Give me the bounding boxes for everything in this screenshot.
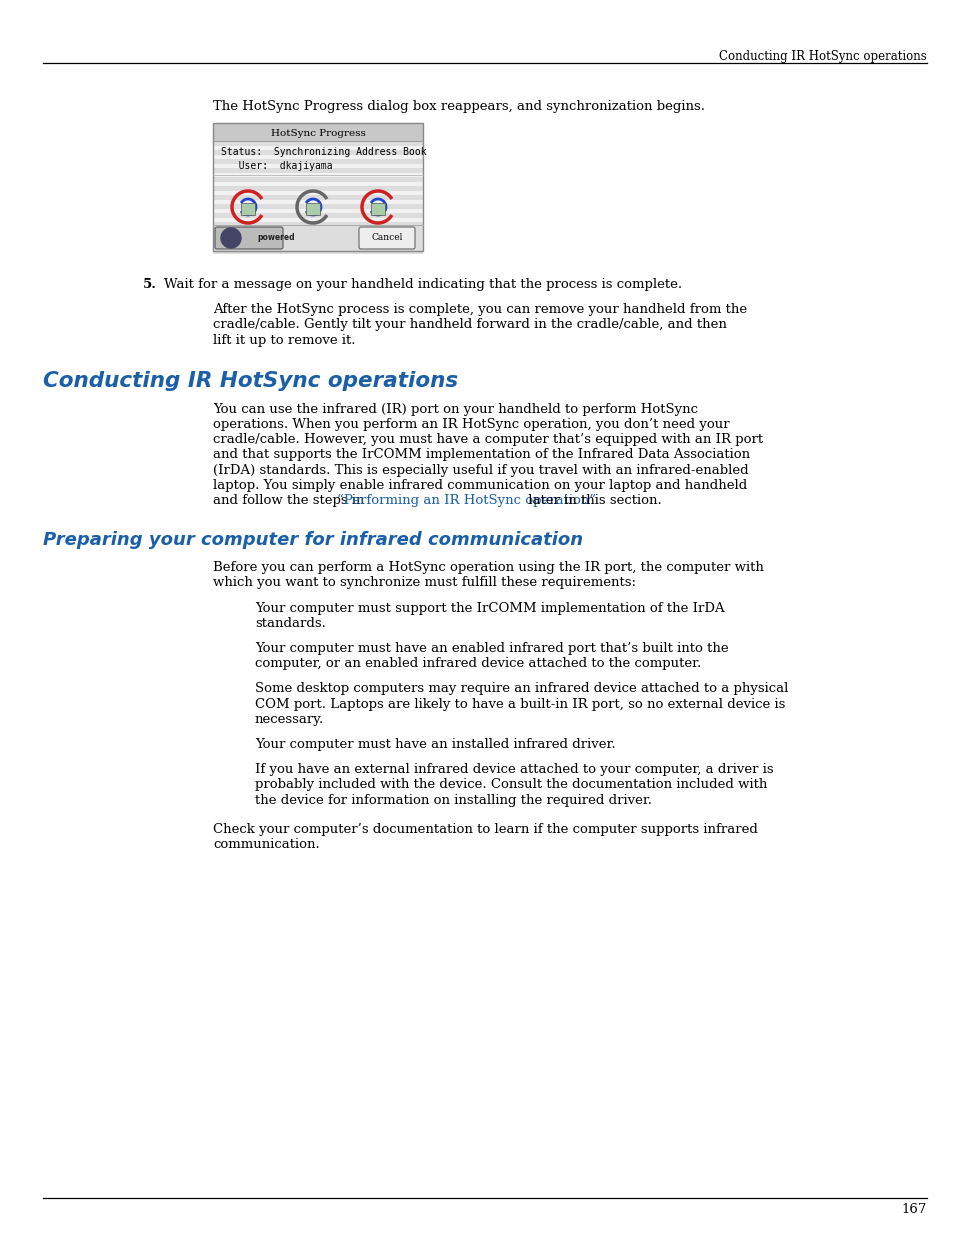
Bar (306, 203, 319, 215)
Bar (371, 203, 385, 215)
Circle shape (221, 228, 241, 248)
Text: Before you can perform a HotSync operation using the IR port, the computer with: Before you can perform a HotSync operati… (213, 561, 763, 574)
Bar (213, 149, 422, 154)
Text: necessary.: necessary. (254, 713, 324, 726)
Text: HotSync Progress: HotSync Progress (271, 128, 365, 138)
Bar (241, 203, 254, 215)
Text: User:  dkajiyama: User: dkajiyama (221, 161, 333, 170)
Text: The HotSync Progress dialog box reappears, and synchronization begins.: The HotSync Progress dialog box reappear… (213, 100, 704, 112)
Bar (213, 177, 422, 182)
Bar (213, 159, 422, 163)
Bar (213, 168, 422, 173)
Bar (213, 204, 422, 209)
Text: Preparing your computer for infrared communication: Preparing your computer for infrared com… (43, 531, 582, 550)
Text: and that supports the IrCOMM implementation of the Infrared Data Association: and that supports the IrCOMM implementat… (213, 448, 749, 462)
Text: computer, or an enabled infrared device attached to the computer.: computer, or an enabled infrared device … (254, 657, 700, 671)
Bar (213, 225, 422, 251)
Text: COM port. Laptops are likely to have a built-in IR port, so no external device i: COM port. Laptops are likely to have a b… (254, 698, 784, 710)
Text: the device for information on installing the required driver.: the device for information on installing… (254, 794, 651, 806)
FancyBboxPatch shape (214, 227, 283, 249)
Text: Wait for a message on your handheld indicating that the process is complete.: Wait for a message on your handheld indi… (164, 278, 681, 291)
Text: later in this section.: later in this section. (523, 494, 660, 508)
Text: 5.: 5. (143, 278, 157, 291)
Text: Your computer must have an enabled infrared port that’s built into the: Your computer must have an enabled infra… (254, 642, 728, 655)
Text: communication.: communication. (213, 839, 319, 851)
Bar (213, 124, 422, 251)
Text: Check your computer’s documentation to learn if the computer supports infrared: Check your computer’s documentation to l… (213, 823, 757, 836)
Text: Your computer must have an installed infrared driver.: Your computer must have an installed inf… (254, 739, 615, 751)
Bar (213, 186, 422, 190)
Text: After the HotSync process is complete, you can remove your handheld from the: After the HotSync process is complete, y… (213, 304, 746, 316)
Text: standards.: standards. (254, 616, 326, 630)
Bar (213, 212, 422, 217)
Text: probably included with the device. Consult the documentation included with: probably included with the device. Consu… (254, 778, 766, 792)
Bar (213, 124, 422, 127)
Text: Status:  Synchronizing Address Book: Status: Synchronizing Address Book (221, 147, 426, 157)
Text: Conducting IR HotSync operations: Conducting IR HotSync operations (719, 49, 926, 63)
Text: Conducting IR HotSync operations: Conducting IR HotSync operations (43, 370, 457, 390)
Text: lift it up to remove it.: lift it up to remove it. (213, 333, 355, 347)
FancyBboxPatch shape (358, 227, 415, 249)
Text: operations. When you perform an IR HotSync operation, you don’t need your: operations. When you perform an IR HotSy… (213, 417, 729, 431)
Bar (213, 132, 422, 137)
Bar (213, 141, 422, 146)
Text: Cancel: Cancel (371, 233, 402, 242)
Text: Some desktop computers may require an infrared device attached to a physical: Some desktop computers may require an in… (254, 683, 787, 695)
Bar (213, 195, 422, 200)
Bar (213, 240, 422, 245)
Text: (IrDA) standards. This is especially useful if you travel with an infrared-enabl: (IrDA) standards. This is especially use… (213, 463, 748, 477)
Text: powered: powered (256, 233, 294, 242)
Text: Your computer must support the IrCOMM implementation of the IrDA: Your computer must support the IrCOMM im… (254, 601, 724, 615)
Text: and follow the steps in: and follow the steps in (213, 494, 369, 508)
Text: laptop. You simply enable infrared communication on your laptop and handheld: laptop. You simply enable infrared commu… (213, 479, 746, 492)
Bar (213, 231, 422, 236)
Text: cradle/cable. However, you must have a computer that’s equipped with an IR port: cradle/cable. However, you must have a c… (213, 433, 762, 446)
Text: cradle/cable. Gently tilt your handheld forward in the cradle/cable, and then: cradle/cable. Gently tilt your handheld … (213, 319, 726, 331)
Bar (213, 222, 422, 226)
Text: “Performing an IR HotSync operation”: “Performing an IR HotSync operation” (337, 494, 596, 508)
Text: If you have an external infrared device attached to your computer, a driver is: If you have an external infrared device … (254, 763, 773, 777)
Bar (213, 249, 422, 253)
Bar (213, 124, 422, 141)
Text: You can use the infrared (IR) port on your handheld to perform HotSync: You can use the infrared (IR) port on yo… (213, 403, 698, 416)
Text: 167: 167 (901, 1203, 926, 1216)
Text: which you want to synchronize must fulfill these requirements:: which you want to synchronize must fulfi… (213, 577, 636, 589)
Bar (213, 124, 422, 251)
